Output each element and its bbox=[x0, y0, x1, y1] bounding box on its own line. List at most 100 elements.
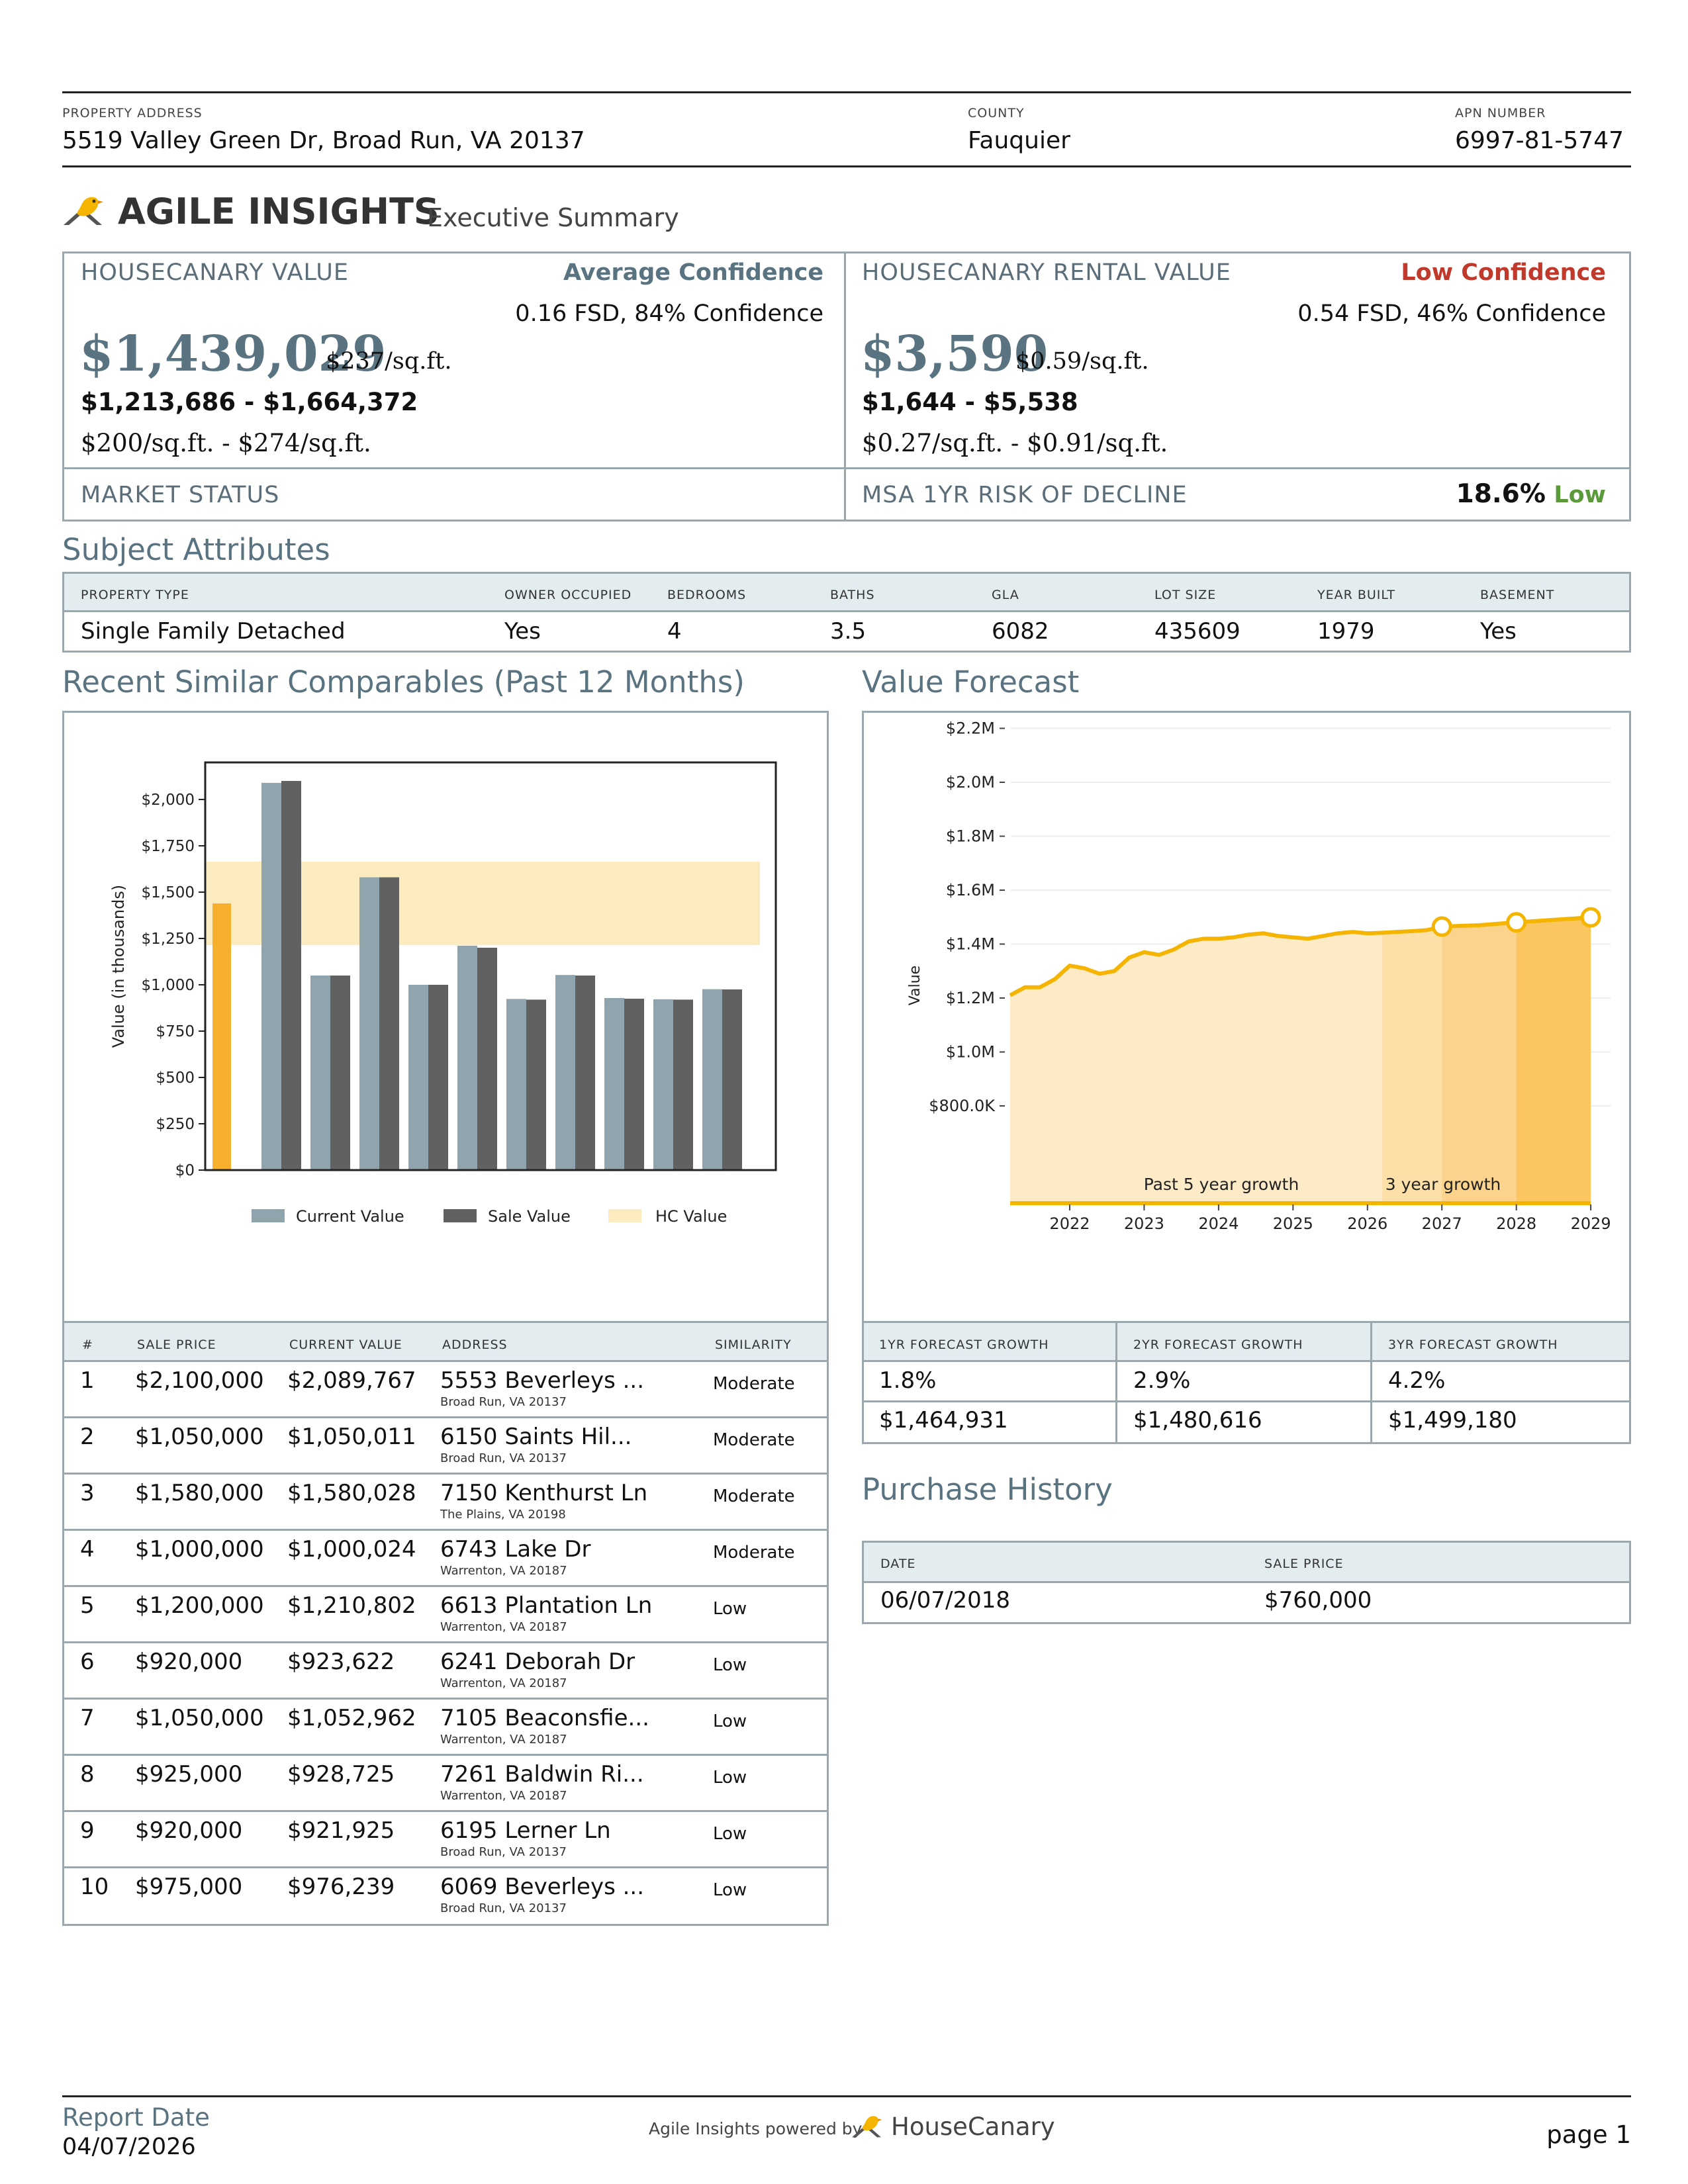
purchase-history-title: Purchase History bbox=[862, 1472, 1113, 1507]
comp-current-value: $1,052,962 bbox=[287, 1705, 416, 1731]
table-row: 5 $1,200,000 $1,210,802 6613 Plantation Ln W… bbox=[62, 1585, 829, 1641]
comp-address: 7105 Beaconsfie... bbox=[440, 1705, 649, 1731]
comp-similarity: Low bbox=[713, 1599, 747, 1619]
table-row: 2 $1,050,000 $1,050,011 6150 Saints Hil... B… bbox=[62, 1416, 829, 1473]
table-row: 9 $920,000 $921,925 6195 Lerner Ln Broad Run… bbox=[62, 1810, 829, 1866]
comp-address: 6241 Deborah Dr bbox=[440, 1649, 635, 1675]
county-label: COUNTY bbox=[968, 106, 1025, 120]
comp-num: 2 bbox=[80, 1424, 95, 1450]
comp-header-current-value: CURRENT VALUE bbox=[289, 1338, 402, 1352]
comp-similarity: Moderate bbox=[713, 1374, 795, 1394]
market-status-label: MARKET STATUS bbox=[81, 482, 280, 508]
comp-current-value: $1,000,024 bbox=[287, 1536, 416, 1563]
attributes-header-bg bbox=[64, 574, 1629, 610]
attr-header-lot-size: LOT SIZE bbox=[1154, 588, 1217, 602]
comp-similarity: Low bbox=[713, 1880, 747, 1900]
value-line bbox=[1009, 915, 1591, 997]
forecast-y-tick-label: $1.2M bbox=[946, 989, 995, 1007]
comp-similarity: Low bbox=[713, 1768, 747, 1788]
comp-address: 6195 Lerner Ln bbox=[440, 1817, 611, 1844]
forecast-x-tick-label: 2024 bbox=[1198, 1214, 1239, 1233]
forecast-point bbox=[1506, 912, 1527, 933]
forecast-header-1yr: 1YR FORECAST GROWTH bbox=[879, 1338, 1049, 1352]
sale-value-bar bbox=[673, 999, 693, 1170]
forecast-area-segment bbox=[1442, 922, 1517, 1203]
forecast-table: 1YR FORECAST GROWTH 2YR FORECAST GROWTH … bbox=[862, 1321, 1631, 1444]
legend-hc-swatch bbox=[608, 1209, 641, 1222]
attr-header-property-type: PROPERTY TYPE bbox=[81, 588, 189, 602]
subject-value-bar bbox=[212, 903, 231, 1170]
comp-num: 1 bbox=[80, 1367, 95, 1394]
attr-header-owner-occupied: OWNER OCCUPIED bbox=[504, 588, 632, 602]
comp-sale-price: $975,000 bbox=[135, 1874, 243, 1900]
comp-current-value: $1,050,011 bbox=[287, 1424, 416, 1450]
bar-y-tick-label: $1,500 bbox=[142, 884, 195, 901]
forecast-y-tick-label: $1.8M bbox=[946, 827, 995, 846]
comp-similarity: Moderate bbox=[713, 1543, 795, 1563]
address-label: PROPERTY ADDRESS bbox=[62, 106, 203, 120]
attr-gla: 6082 bbox=[992, 618, 1049, 645]
comp-sale-price: $1,200,000 bbox=[135, 1592, 264, 1619]
purchase-date: 06/07/2018 bbox=[880, 1587, 1010, 1614]
current-value-bar bbox=[310, 975, 330, 1170]
bar-y-tick-label: $1,000 bbox=[142, 977, 195, 994]
forecast-area-segment bbox=[1516, 917, 1591, 1203]
current-value-bar bbox=[457, 945, 477, 1170]
comp-sale-price: $1,050,000 bbox=[135, 1705, 264, 1731]
comp-sale-price: $920,000 bbox=[135, 1817, 243, 1844]
comp-city: Warrenton, VA 20187 bbox=[440, 1733, 567, 1747]
forecast-x-tick-label: 2029 bbox=[1571, 1214, 1611, 1233]
forecast-x-tick-label: 2025 bbox=[1273, 1214, 1313, 1233]
attr-lot-size: 435609 bbox=[1154, 618, 1241, 645]
bar-chart-frame bbox=[204, 761, 777, 1171]
comp-num: 9 bbox=[80, 1817, 95, 1844]
table-row: 1 $2,100,000 $2,089,767 5553 Beverleys ... B… bbox=[62, 1360, 829, 1416]
apn-value: 6997-81-5747 bbox=[1455, 127, 1624, 154]
attributes-table bbox=[62, 572, 1631, 653]
comp-num: 7 bbox=[80, 1705, 95, 1731]
comp-num: 5 bbox=[80, 1592, 95, 1619]
housecanary-logo-icon bbox=[850, 2111, 883, 2144]
forecast-panel bbox=[862, 711, 1631, 1444]
rental-confidence: Low Confidence bbox=[1401, 259, 1606, 286]
table-row: 10 $975,000 $976,239 6069 Beverleys ... Broa… bbox=[62, 1866, 829, 1923]
attr-basement: Yes bbox=[1480, 618, 1517, 645]
comp-current-value: $1,580,028 bbox=[287, 1480, 416, 1506]
comparables-table: # SALE PRICE CURRENT VALUE ADDRESS SIMIL… bbox=[62, 1321, 829, 1926]
hc-value-per-sqft: $237/sq.ft. bbox=[326, 348, 452, 375]
table-row: 4 $1,000,000 $1,000,024 6743 Lake Dr Warrent… bbox=[62, 1529, 829, 1585]
current-value-bar bbox=[555, 975, 575, 1170]
comp-address: 6743 Lake Dr bbox=[440, 1536, 591, 1563]
comp-sale-price: $2,100,000 bbox=[135, 1367, 264, 1394]
attr-header-basement: BASEMENT bbox=[1480, 588, 1555, 602]
legend-hc-label: HC Value bbox=[655, 1207, 727, 1226]
attr-owner-occupied: Yes bbox=[504, 618, 541, 645]
comp-header-similarity: SIMILARITY bbox=[715, 1338, 792, 1352]
attr-header-year-built: YEAR BUILT bbox=[1317, 588, 1395, 602]
forecast-x-tick-label: 2028 bbox=[1496, 1214, 1536, 1233]
attr-header-baths: BATHS bbox=[830, 588, 875, 602]
comp-address: 7150 Kenthurst Ln bbox=[440, 1480, 648, 1506]
risk-label: MSA 1YR RISK OF DECLINE bbox=[862, 482, 1188, 508]
comp-header-address: ADDRESS bbox=[442, 1338, 508, 1352]
risk-value: 18.6% bbox=[1456, 479, 1546, 509]
sale-value-bar bbox=[330, 976, 350, 1170]
comp-similarity: Low bbox=[713, 1824, 747, 1844]
forecast-point bbox=[1580, 907, 1601, 928]
bar-y-tick-label: $1,750 bbox=[142, 838, 195, 855]
current-value-bar bbox=[653, 999, 673, 1170]
bar-y-tick-label: $500 bbox=[156, 1069, 195, 1087]
brand-subtitle: Executive Summary bbox=[427, 203, 679, 232]
forecast-1yr-value: $1,464,931 bbox=[879, 1407, 1008, 1433]
bar-y-tick-label: $1,250 bbox=[142, 931, 195, 948]
forecast-col-rule-1 bbox=[1115, 1321, 1117, 1444]
current-value-bar bbox=[408, 984, 428, 1170]
forecast-point bbox=[1431, 916, 1452, 937]
comp-similarity: Low bbox=[713, 1711, 747, 1731]
forecast-header-3yr: 3YR FORECAST GROWTH bbox=[1388, 1338, 1558, 1352]
header-bottom-rule bbox=[62, 165, 1631, 167]
comp-header-num: # bbox=[82, 1338, 93, 1352]
forecast-2yr-pct: 2.9% bbox=[1133, 1367, 1191, 1394]
panel-divider bbox=[844, 251, 846, 522]
comparables-panel bbox=[62, 711, 829, 1926]
